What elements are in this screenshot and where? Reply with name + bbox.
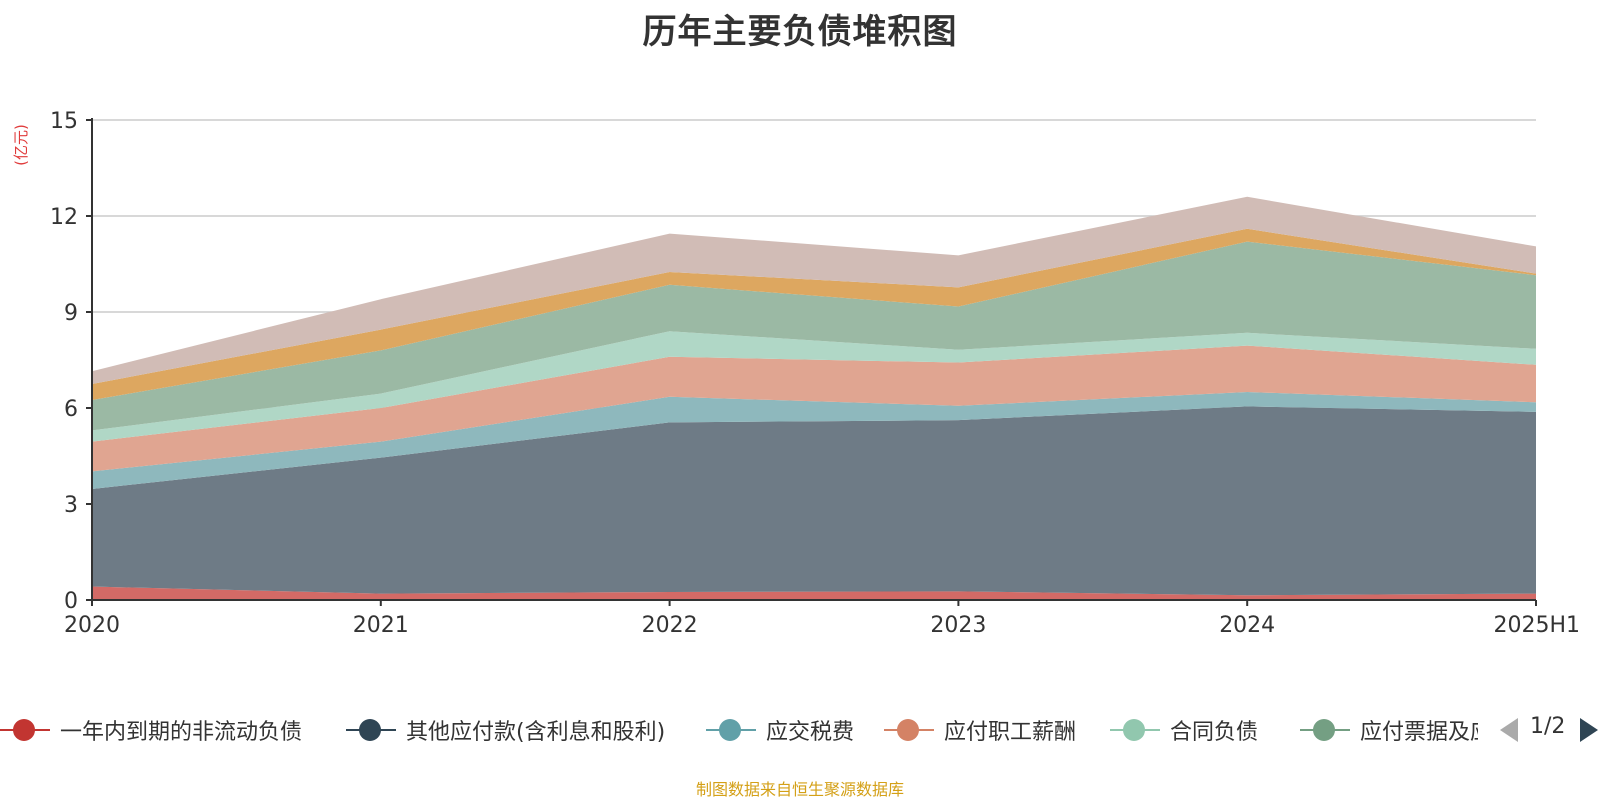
legend-marker-icon	[1110, 718, 1160, 742]
y-tick-label: 6	[64, 397, 78, 422]
stacked-area-chart: 0 3 6 9 12 15 2020 2021 2022 2023 2024 2025H1 (亿元)	[12, 109, 1580, 638]
legend-item[interactable]: 其他应付款(含利息和股利)	[346, 712, 665, 748]
chart-title: 历年主要负债堆积图	[642, 12, 958, 52]
area-series-5	[92, 241, 1536, 431]
legend-label: 应交税费	[766, 720, 855, 745]
legend-item[interactable]: 应交税费	[706, 712, 854, 748]
axes	[86, 118, 1537, 606]
legend-item[interactable]: 应付票据及应付账款	[1300, 712, 1478, 748]
legend-label: 合同负债	[1170, 720, 1259, 745]
area-series-1	[92, 406, 1536, 596]
x-tick-label: 2022	[642, 613, 698, 638]
area-series	[92, 196, 1536, 600]
y-tick-label: 15	[50, 109, 78, 134]
area-series-4	[92, 331, 1536, 442]
area-series-2	[92, 392, 1536, 489]
x-tick-label: 2025H1	[1493, 613, 1580, 638]
y-tick-label: 9	[64, 301, 78, 326]
x-tick-label: 2021	[353, 613, 409, 638]
legend-item[interactable]: 一年内到期的非流动负债	[0, 712, 302, 748]
legend-label: 一年内到期的非流动负债	[60, 720, 303, 745]
legend-next-page-icon[interactable]	[1580, 718, 1598, 742]
y-axis-unit-label: (亿元)	[12, 124, 30, 166]
y-tick-label: 0	[64, 589, 78, 614]
x-tick-label: 2023	[930, 613, 986, 638]
area-series-3	[92, 345, 1536, 472]
x-tick-label: 2020	[64, 613, 120, 638]
y-tick-label: 12	[50, 205, 78, 230]
legend-label: 应付票据及应付账款	[1360, 720, 1478, 745]
y-tick-label: 3	[64, 493, 78, 518]
legend-label: 应付职工薪酬	[944, 720, 1077, 745]
legend: 一年内到期的非流动负债 其他应付款(含利息和股利) 应交税费 应付职工薪酬 合同负债 应…	[0, 712, 1600, 748]
x-tick-labels: 2020 2021 2022 2023 2024 2025H1	[64, 613, 1580, 638]
legend-marker-icon	[706, 718, 756, 742]
legend-page-indicator: 1/2	[1530, 714, 1566, 739]
legend-marker-icon	[1300, 718, 1350, 742]
legend-prev-page-icon[interactable]	[1500, 718, 1518, 742]
area-series-0	[92, 586, 1536, 600]
legend-label: 其他应付款(含利息和股利)	[406, 720, 666, 745]
legend-marker-icon	[0, 718, 50, 742]
legend-item[interactable]: 应付职工薪酬	[884, 712, 1076, 748]
legend-marker-icon	[884, 718, 934, 742]
y-tick-labels: 0 3 6 9 12 15	[50, 109, 78, 614]
legend-marker-icon	[346, 718, 396, 742]
x-tick-label: 2024	[1219, 613, 1275, 638]
source-note: 制图数据来自恒生聚源数据库	[695, 780, 904, 799]
legend-item[interactable]: 合同负债	[1110, 712, 1258, 748]
legend-overflow-clip: 应付票据及应付账款	[1300, 712, 1478, 748]
